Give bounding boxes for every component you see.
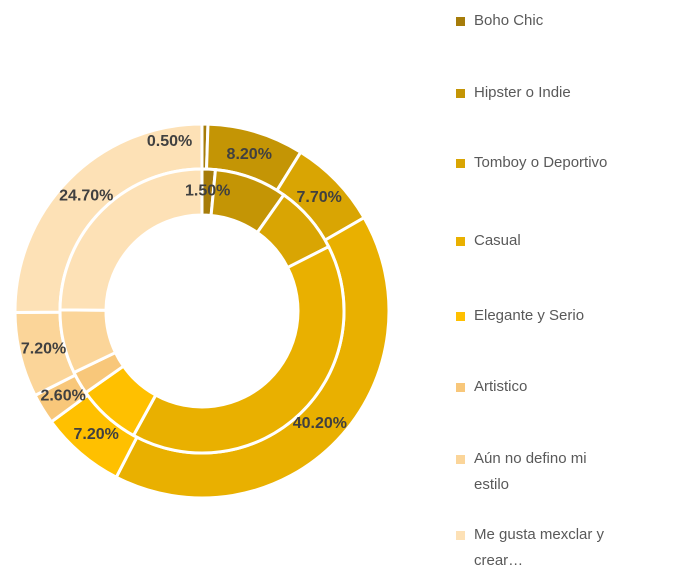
legend-item: Me gusta mexclar y crear… [456,522,624,574]
data-label: 7.20% [21,341,66,358]
wedge [114,215,391,500]
legend-label: Hipster o Indie [474,84,571,101]
legend-label: Me gusta mexclar y crear… [474,526,605,569]
legend-swatch [456,312,465,321]
data-label: 40.20% [293,415,347,432]
data-label: 7.70% [296,189,341,206]
legend-swatch [456,89,465,98]
legend-item: Casual [456,228,624,254]
wedge [58,167,204,312]
data-label: 24.70% [59,187,113,204]
legend-swatch [456,383,465,392]
legend-swatch [456,455,465,464]
legend-label: Boho Chic [474,12,544,29]
wedge [131,244,346,455]
legend-label: Aún no defino mi estilo [474,450,587,493]
doughnut-plot: 0.50% 8.20% 7.70% 40.20% 7.20% 2.60% 7.20% 24.7… [13,122,391,500]
legend-item: Artistico [456,374,624,400]
data-label: 0.50% [147,133,192,150]
data-label: 1.50% [185,182,230,199]
legend-item: Aún no defino mi estilo [456,446,624,498]
legend-item: Hipster o Indie [456,80,624,106]
legend-label: Artistico [474,378,528,395]
data-label: 7.20% [74,426,119,443]
legend-swatch [456,531,465,540]
legend-swatch [456,237,465,246]
legend-label: Elegante y Serio [474,307,585,324]
legend-label: Tomboy o Deportivo [474,154,608,171]
legend-swatch [456,17,465,26]
data-label: 2.60% [40,388,85,405]
legend-swatch [456,159,465,168]
legend-item: Elegante y Serio [456,303,624,329]
data-label: 8.20% [227,146,272,163]
legend-item: Tomboy o Deportivo [456,150,624,176]
legend-label: Casual [474,232,521,249]
legend-item: Boho Chic [456,8,624,34]
